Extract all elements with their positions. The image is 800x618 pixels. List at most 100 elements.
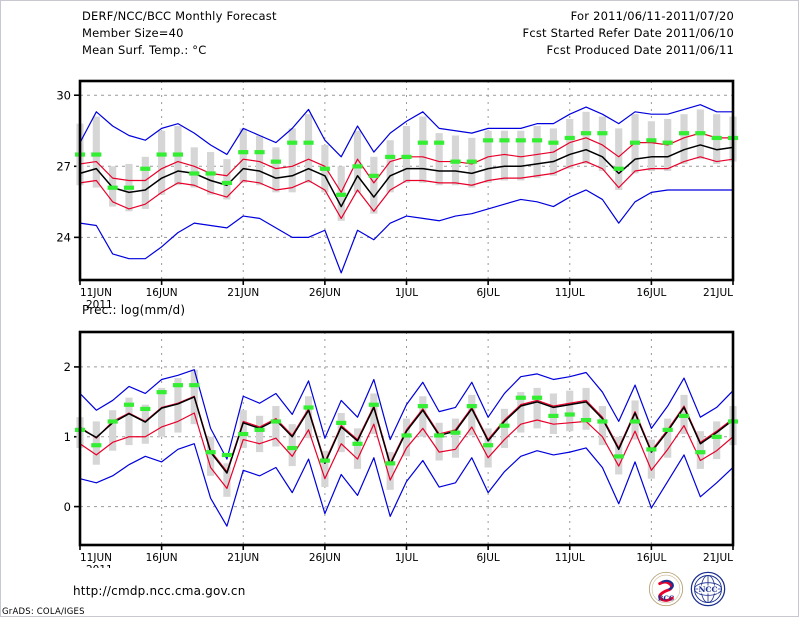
ensemble-spread-bar bbox=[370, 156, 378, 214]
observed-value-dash bbox=[711, 434, 722, 439]
ensemble-spread-bar bbox=[468, 394, 476, 436]
observed-value-dash bbox=[564, 135, 575, 141]
ensemble-spread-bar bbox=[255, 135, 264, 186]
observed-value-dash bbox=[238, 431, 249, 437]
ensemble-spread-bar bbox=[566, 118, 574, 169]
observed-value-dash bbox=[466, 159, 477, 164]
ensemble-spread-bar bbox=[141, 156, 149, 209]
header-left-block: DERF/NCC/BCC Monthly Forecast Member Siz… bbox=[82, 8, 277, 59]
observed-value-dash bbox=[123, 402, 135, 407]
observed-value-dash bbox=[499, 423, 510, 428]
observed-value-dash bbox=[515, 395, 526, 400]
x-tick-label: 1JUL bbox=[395, 287, 418, 299]
ensemble-spread-bar bbox=[419, 116, 427, 183]
ensemble-spread-bar bbox=[337, 413, 345, 453]
ensemble-spread-bar bbox=[370, 393, 378, 434]
x-tick-label: 11JUN bbox=[80, 287, 112, 299]
precipitation-chart: 0 1 2 11JUN 16JUN 21JUN 26JUN 1JUL 6JUL 11JUL 16JU… bbox=[64, 330, 739, 568]
observed-value-dash bbox=[385, 461, 396, 466]
observed-value-dash bbox=[254, 150, 265, 155]
ensemble-spread-bar bbox=[696, 431, 704, 469]
observed-value-dash bbox=[564, 412, 575, 417]
observed-value-dash bbox=[189, 383, 200, 388]
x-tick-label: 21JUL bbox=[703, 552, 733, 564]
ensemble-spread-bar bbox=[566, 390, 574, 432]
observed-value-dash bbox=[172, 383, 184, 388]
ensemble-spread-bar bbox=[647, 121, 655, 172]
series-line-lower-quartile bbox=[79, 412, 734, 490]
ensemble-spread-bar bbox=[680, 114, 688, 164]
variable-label: Mean Surf. Temp.: °C bbox=[82, 43, 207, 57]
observed-value-dash bbox=[434, 433, 445, 438]
ensemble-spread-bar bbox=[435, 133, 443, 186]
ensemble-spread-bar bbox=[223, 159, 231, 200]
ensemble-spread-bar bbox=[353, 130, 362, 193]
observed-value-dash bbox=[646, 138, 657, 143]
temperature-chart: 24 27 30 11JUN 16JUN 21JUN 26JUN 1JUL 6JUL 11JUL 1… bbox=[56, 79, 739, 310]
observed-value-dash bbox=[319, 166, 330, 171]
observed-value-dash bbox=[205, 450, 216, 455]
x-tick-label: 21JUL bbox=[703, 287, 733, 299]
observed-value-dash bbox=[581, 131, 592, 136]
ensemble-spread-bar bbox=[272, 406, 280, 447]
series-line-mean bbox=[79, 396, 734, 474]
forecast-produced-date: Fcst Produced Date 2011/06/11 bbox=[546, 43, 734, 57]
ensemble-spread-bar bbox=[272, 147, 280, 193]
ensemble-spread-bar bbox=[304, 396, 313, 439]
precipitation-chart-title: Prec.: log(mm/d) bbox=[82, 303, 186, 317]
observed-value-dash bbox=[140, 406, 151, 412]
observed-value-dash bbox=[140, 166, 151, 171]
y-tick-label: 0 bbox=[64, 500, 71, 514]
y-tick-label: 27 bbox=[56, 159, 71, 173]
forecast-start-date: Fcst Started Refer Date 2011/06/10 bbox=[522, 26, 734, 40]
ensemble-spread-bar bbox=[549, 393, 558, 434]
series-line-max bbox=[79, 369, 734, 460]
ensemble-spread-bar bbox=[598, 406, 606, 446]
observed-value-dash bbox=[695, 450, 706, 455]
x-tick-label: 11JUL bbox=[555, 552, 585, 564]
ensemble-spread-bar bbox=[304, 114, 313, 183]
observed-value-dash bbox=[205, 171, 216, 176]
observed-value-dash bbox=[532, 138, 543, 143]
x-tick-label: 6JUL bbox=[476, 287, 499, 299]
ensemble-spread-bar bbox=[239, 128, 247, 183]
observed-value-dash bbox=[254, 427, 265, 432]
observed-value-dash bbox=[352, 164, 363, 169]
ensemble-spread-bar bbox=[517, 130, 525, 181]
observed-value-dash bbox=[548, 413, 559, 418]
series-line-lower-quartile bbox=[79, 156, 734, 219]
observed-value-dash bbox=[548, 140, 559, 145]
observed-value-dash bbox=[189, 171, 200, 176]
x-tick-label: 16JUN bbox=[146, 287, 178, 299]
observed-value-dash bbox=[629, 419, 641, 424]
ensemble-spread-bar bbox=[615, 128, 623, 190]
observed-value-dash bbox=[434, 140, 445, 145]
observed-value-dash bbox=[466, 404, 477, 409]
y-tick-label: 2 bbox=[64, 360, 71, 374]
observed-value-dash bbox=[629, 140, 641, 145]
observed-value-dash bbox=[238, 150, 249, 155]
y-tick-label: 24 bbox=[56, 231, 71, 245]
observed-value-dash bbox=[515, 138, 526, 143]
grads-credit: GrADS: COLA/IGES bbox=[2, 607, 85, 617]
observed-value-dash bbox=[287, 445, 298, 451]
x-axis-year-label: 2011 bbox=[86, 299, 113, 310]
ensemble-spread-bar bbox=[484, 428, 492, 468]
observed-value-dash bbox=[499, 138, 510, 143]
forecast-period: For 2011/06/11-2011/07/20 bbox=[570, 9, 734, 23]
x-tick-label: 1JUL bbox=[395, 552, 418, 564]
observed-value-dash bbox=[417, 404, 428, 409]
source-url[interactable]: http://cmdp.ncc.cma.gov.cn bbox=[73, 584, 246, 598]
observed-value-dash bbox=[401, 154, 412, 160]
observed-value-dash bbox=[303, 140, 314, 145]
series-line-min bbox=[79, 189, 733, 274]
x-axis-year-label: 2011 bbox=[86, 564, 113, 568]
ncc-logo: NCC bbox=[690, 571, 726, 607]
y-tick-label: 30 bbox=[56, 88, 71, 102]
observed-value-dash bbox=[172, 152, 184, 157]
ensemble-spread-bar bbox=[386, 140, 394, 193]
x-tick-label: 26JUN bbox=[309, 287, 341, 299]
observed-value-dash bbox=[597, 419, 608, 424]
observed-value-dash bbox=[107, 185, 118, 190]
x-tick-label: 16JUN bbox=[146, 552, 178, 564]
